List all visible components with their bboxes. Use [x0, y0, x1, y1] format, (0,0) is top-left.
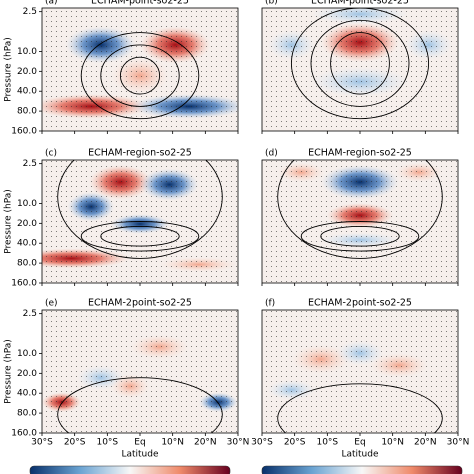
- x-tick-label: 10°S: [96, 438, 118, 448]
- x-axis-label: Latitude: [341, 450, 379, 460]
- y-tick-label: 10.0: [17, 199, 37, 209]
- x-tick-label: 20°N: [414, 438, 437, 448]
- y-tick-label: 2.5: [23, 309, 37, 319]
- y-axis-label: Pressure (hPa): [4, 37, 14, 102]
- field: [262, 8, 458, 131]
- contour: [100, 225, 180, 247]
- x-tick-label: 20°S: [284, 438, 306, 448]
- field: [42, 160, 238, 283]
- contour: [330, 32, 390, 95]
- y-tick-label: 80.0: [17, 107, 37, 117]
- field: [42, 310, 238, 433]
- x-tick-label: 10°N: [161, 438, 184, 448]
- x-tick-label: Eq: [134, 438, 145, 448]
- panel-label: (b): [265, 0, 278, 7]
- contour: [119, 56, 161, 95]
- panel: (e) ECHAM-2point-so2-25 2.5 10.0 20.0 40.0 80.…: [4, 298, 250, 460]
- stippling: [42, 310, 238, 433]
- x-tick-label: 10°S: [316, 438, 338, 448]
- field: [262, 310, 458, 433]
- y-tick-label: 2.5: [23, 159, 37, 169]
- panel: (d) ECHAM-region-so2-25: [261, 148, 459, 286]
- stippling: [262, 310, 458, 433]
- y-tick-label: 80.0: [17, 259, 37, 269]
- panel: (b) ECHAM-point-so2-25: [261, 0, 459, 134]
- panel-label: (a): [45, 0, 58, 7]
- x-tick-label: 10°N: [381, 438, 404, 448]
- y-tick-label: 160.0: [11, 279, 37, 289]
- y-tick-label: 40.0: [17, 87, 37, 97]
- panel-label: (c): [45, 149, 57, 159]
- colorbar: [261, 465, 463, 474]
- contour: [80, 32, 200, 120]
- contour: [80, 221, 200, 252]
- y-axis-label: Pressure (hPa): [4, 339, 14, 404]
- panel-label: (f): [265, 299, 275, 309]
- contour: [277, 383, 443, 433]
- stippling: [42, 8, 238, 131]
- y-tick-label: 80.0: [17, 409, 37, 419]
- panel-title: ECHAM-point-so2-25: [91, 0, 189, 7]
- x-tick-label: Eq: [354, 438, 365, 448]
- panel-title: ECHAM-region-so2-25: [308, 148, 412, 159]
- y-tick-label: 40.0: [17, 239, 37, 249]
- x-tick-label: 30°N: [447, 438, 470, 448]
- x-tick-label: 30°N: [227, 438, 250, 448]
- panel: (c) ECHAM-region-so2-25 2.5 10.0 20.0 40.0 80.…: [4, 148, 239, 289]
- panel: (a) ECHAM-point-so2-25 2.5 10.0 20.0 40.0 80.0…: [4, 0, 239, 137]
- panel-label: (e): [45, 299, 58, 309]
- contour: [57, 160, 223, 259]
- y-tick-label: 20.0: [17, 219, 37, 229]
- contour: [300, 221, 420, 252]
- x-tick-label: 20°S: [64, 438, 86, 448]
- y-axis-label: Pressure (hPa): [4, 189, 14, 254]
- x-tick-label: 30°S: [251, 438, 273, 448]
- y-tick-label: 20.0: [17, 369, 37, 379]
- panel-title: ECHAM-point-so2-25: [311, 0, 409, 7]
- y-tick-label: 40.0: [17, 389, 37, 399]
- field: [42, 8, 238, 131]
- field: [262, 160, 458, 283]
- contour: [277, 160, 443, 259]
- y-tick-label: 160.0: [11, 429, 37, 439]
- y-tick-label: 10.0: [17, 47, 37, 57]
- y-tick-label: 160.0: [11, 127, 37, 137]
- panel: (f) ECHAM-2point-so2-25 30°S 20°S 10°S Eq 10°N…: [251, 298, 469, 460]
- contour: [320, 225, 400, 247]
- contour: [100, 44, 180, 107]
- x-axis-label: Latitude: [121, 450, 159, 460]
- panel-title: ECHAM-2point-so2-25: [88, 298, 192, 309]
- contour: [57, 377, 223, 433]
- contour: [310, 19, 410, 107]
- x-tick-label: 20°N: [194, 438, 217, 448]
- panel-label: (d): [265, 149, 278, 159]
- stippling: [262, 8, 458, 131]
- y-tick-label: 2.5: [23, 7, 37, 17]
- panel-title: ECHAM-region-so2-25: [88, 148, 192, 159]
- contour: [290, 8, 430, 120]
- panel-title: ECHAM-2point-so2-25: [308, 298, 412, 309]
- y-tick-label: 20.0: [17, 67, 37, 77]
- colorbar: [29, 465, 231, 474]
- y-tick-label: 10.0: [17, 349, 37, 359]
- x-tick-label: 30°S: [31, 438, 53, 448]
